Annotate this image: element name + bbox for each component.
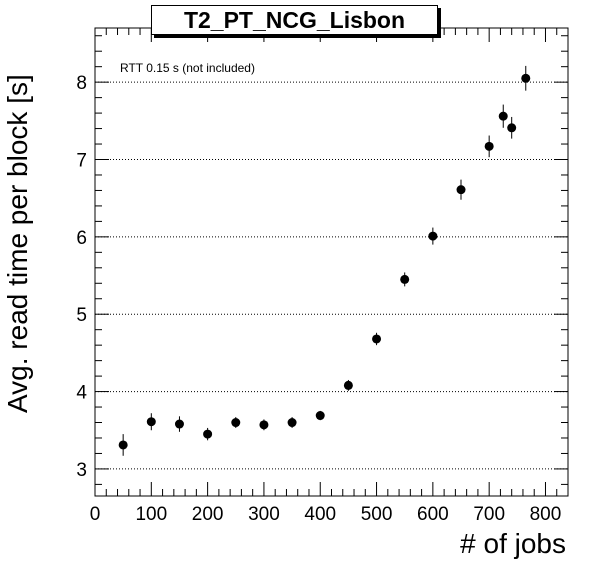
x-tick-label: 600 — [417, 504, 449, 525]
x-tick-label: 800 — [530, 504, 562, 525]
x-tick-label: 400 — [304, 504, 336, 525]
marker — [400, 274, 410, 284]
data-point — [343, 379, 353, 391]
x-tick-label: 300 — [248, 504, 280, 525]
y-axis-label-wrap: Avg. read time per block [s] — [2, 74, 42, 453]
data-points — [118, 65, 531, 456]
marker — [498, 111, 508, 121]
y-tick-label: 7 — [76, 151, 87, 172]
plot-frame — [94, 27, 569, 497]
data-point — [231, 417, 241, 428]
x-tick-label: 700 — [473, 504, 505, 525]
marker — [507, 123, 517, 133]
x-tick-label: 100 — [135, 504, 167, 525]
marker — [203, 429, 213, 439]
marker — [287, 418, 297, 428]
ticks: 0 100 200 300 400 500 600 700 800 3 4 5 6 7 8 — [76, 28, 569, 525]
data-point — [456, 179, 466, 200]
data-point — [498, 104, 508, 128]
marker — [372, 334, 382, 344]
marker — [315, 411, 325, 421]
data-point — [428, 227, 438, 245]
x-tick-label: 200 — [192, 504, 224, 525]
rtt-annotation: RTT 0.15 s (not included) — [120, 61, 255, 75]
marker — [456, 185, 466, 195]
data-point — [315, 410, 325, 421]
data-point — [259, 419, 269, 431]
grid-lines — [95, 81, 568, 470]
data-point — [174, 416, 184, 432]
data-point — [203, 427, 213, 441]
data-point — [400, 272, 410, 287]
chart-title-box: T2_PT_NCG_Lisbon — [151, 5, 438, 35]
marker — [174, 419, 184, 429]
x-axis-label: # of jobs — [460, 528, 566, 559]
marker — [231, 418, 241, 428]
data-point — [372, 332, 382, 346]
marker — [118, 440, 128, 450]
y-axis-label: Avg. read time per block [s] — [2, 74, 33, 413]
x-tick-label: 0 — [90, 504, 101, 525]
marker — [521, 73, 531, 83]
y-tick-label: 3 — [76, 460, 87, 481]
data-point — [484, 135, 494, 158]
y-tick-label: 6 — [76, 228, 87, 249]
y-tick-label: 5 — [76, 305, 87, 326]
data-point — [507, 116, 517, 139]
data-point — [521, 65, 531, 91]
axes — [94, 27, 569, 497]
data-point — [118, 434, 128, 456]
marker — [343, 380, 353, 390]
x-tick-label: 500 — [361, 504, 393, 525]
data-point — [287, 417, 297, 428]
marker — [428, 231, 438, 241]
data-point — [146, 413, 156, 431]
y-tick-label: 8 — [76, 73, 87, 94]
marker — [259, 420, 269, 430]
y-tick-label: 4 — [76, 383, 87, 404]
marker — [146, 417, 156, 427]
marker — [484, 141, 494, 151]
chart-title: T2_PT_NCG_Lisbon — [183, 6, 406, 33]
